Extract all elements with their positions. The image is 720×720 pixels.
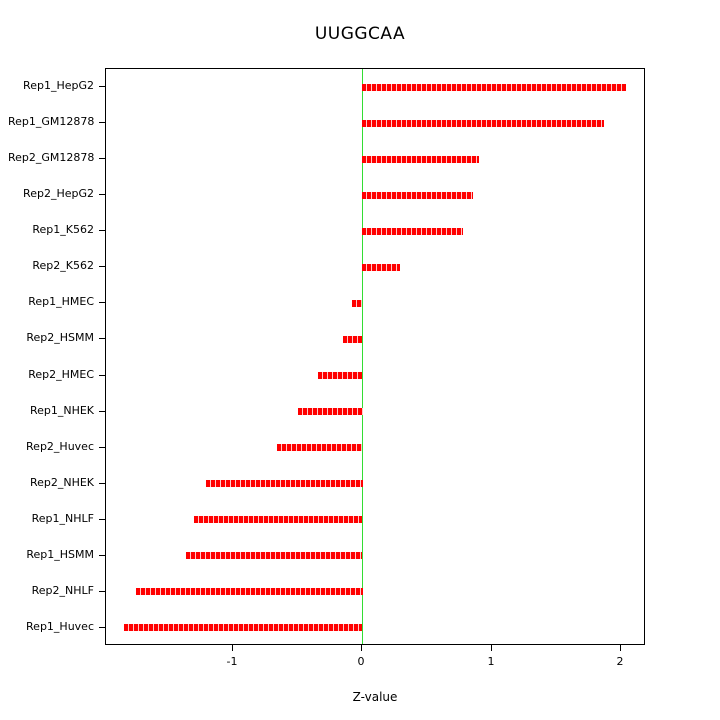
y-tick [99,338,105,339]
bar-Rep1_HepG2 [362,84,626,91]
x-tick-label-0: 0 [357,655,365,668]
x-tick [361,645,362,651]
bar-Rep2_GM12878 [362,156,479,163]
y-tick [99,266,105,267]
y-tick [99,230,105,231]
y-label-Rep2_Huvec: Rep2_Huvec [26,440,94,453]
y-tick [99,194,105,195]
bar-Rep2_K562 [362,264,400,271]
y-label-Rep1_NHEK: Rep1_NHEK [29,404,94,417]
y-tick [99,375,105,376]
y-label-Rep2_NHEK: Rep2_NHEK [29,476,94,489]
y-label-Rep2_K562: Rep2_K562 [32,259,94,272]
y-label-Rep2_HMEC: Rep2_HMEC [28,368,94,381]
y-tick [99,86,105,87]
y-label-Rep1_Huvec: Rep1_Huvec [26,620,94,633]
y-label-Rep2_HSMM: Rep2_HSMM [26,331,94,344]
x-axis-title: Z-value [352,690,398,704]
y-tick [99,411,105,412]
y-label-Rep1_GM12878: Rep1_GM12878 [8,115,95,128]
y-tick [99,158,105,159]
y-label-Rep1_HMEC: Rep1_HMEC [28,295,94,308]
bar-Rep2_Huvec [277,444,362,451]
bar-Rep1_HMEC [352,300,362,307]
y-label-Rep2_GM12878: Rep2_GM12878 [8,151,95,164]
y-tick [99,519,105,520]
y-tick [99,302,105,303]
y-tick [99,591,105,592]
y-label-Rep2_HepG2: Rep2_HepG2 [23,187,94,200]
bar-Rep1_Huvec [124,624,362,631]
y-label-Rep1_NHLF: Rep1_NHLF [31,512,94,525]
bar-Rep1_NHEK [298,408,363,415]
y-label-Rep1_HepG2: Rep1_HepG2 [23,79,94,92]
bar-Rep1_NHLF [194,516,362,523]
bar-Rep2_NHEK [206,480,363,487]
bar-Rep1_K562 [362,228,463,235]
y-tick [99,447,105,448]
plot-area [105,68,645,645]
zero-reference-line [362,69,363,644]
bar-Rep2_HSMM [343,336,362,343]
x-tick [491,645,492,651]
y-tick [99,122,105,123]
y-label-Rep2_NHLF: Rep2_NHLF [31,584,94,597]
x-tick-label-1: 1 [487,655,495,668]
y-label-Rep1_HSMM: Rep1_HSMM [26,548,94,561]
bar-Rep2_NHLF [136,588,363,595]
x-tick-label--1: -1 [226,655,238,668]
bar-Rep1_GM12878 [362,120,604,127]
y-tick [99,483,105,484]
y-tick [99,627,105,628]
chart-title: UUGGCAA [314,24,406,44]
bar-Rep1_HSMM [186,552,362,559]
y-tick [99,555,105,556]
y-label-Rep1_K562: Rep1_K562 [32,223,94,236]
x-tick [620,645,621,651]
bar-Rep2_HepG2 [362,192,473,199]
x-tick [232,645,233,651]
x-tick-label-2: 2 [616,655,624,668]
bar-Rep2_HMEC [318,372,362,379]
